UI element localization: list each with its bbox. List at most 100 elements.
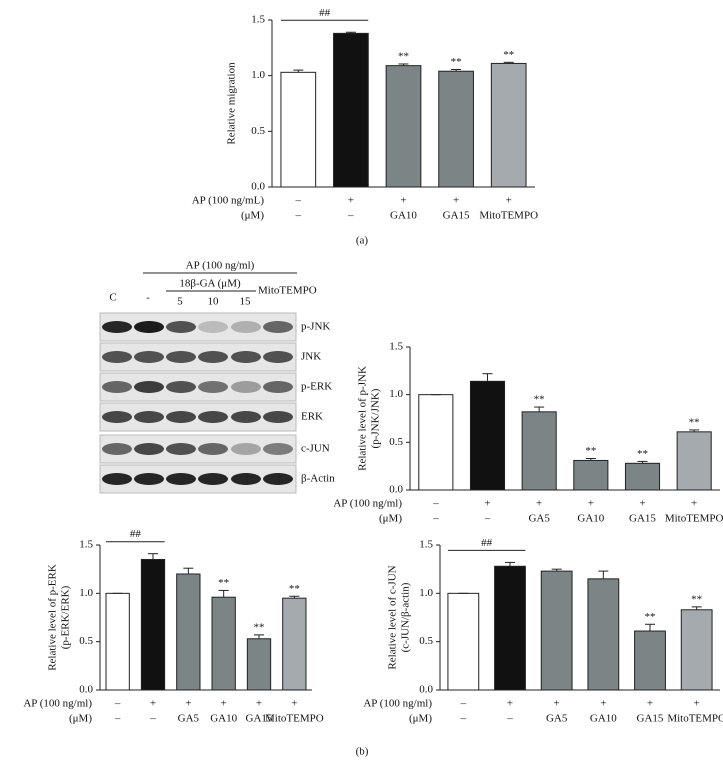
row-label: AP (100 ng/mL): [192, 195, 265, 207]
row-label: (μM): [69, 713, 92, 725]
lane-label: C: [109, 292, 116, 304]
y-tick-label: 0.0: [389, 484, 403, 496]
blot-band: [231, 351, 261, 363]
blot-band: [263, 473, 293, 485]
row-cell: +: [256, 698, 262, 710]
bar: [140, 559, 166, 691]
row-label: AP (100 ng/ml): [363, 698, 432, 710]
row-cell: MitoTEMPO: [667, 713, 723, 725]
blot-band: [134, 411, 164, 423]
significance-label: **: [691, 593, 702, 605]
bar: [680, 609, 713, 691]
blot-band: [231, 321, 261, 333]
blot-band: [198, 351, 228, 363]
row-cell: –: [484, 513, 491, 525]
y-axis-title: Relative migration: [226, 62, 238, 145]
row-label: (μM): [241, 210, 264, 222]
row-cell: +: [507, 698, 513, 710]
row-cell: +: [506, 195, 512, 207]
blot-band: [102, 351, 132, 363]
row-cell: GA10: [577, 513, 604, 525]
lane-label: 5: [177, 296, 183, 308]
y-tick-label: 0.5: [389, 436, 403, 448]
bar: [176, 573, 201, 691]
significance-label: **: [254, 621, 265, 633]
blot-band: [102, 321, 132, 333]
row-cell: +: [185, 698, 191, 710]
blot-band: [198, 321, 228, 333]
bar: [211, 596, 236, 691]
row-cell: –: [114, 713, 121, 725]
significance-label: **: [645, 611, 656, 623]
row-cell: –: [460, 713, 467, 725]
blot-band: [134, 321, 164, 333]
y-tick-label: 1.0: [251, 69, 265, 81]
blot-row-label: p-ERK: [301, 381, 332, 393]
y-tick-label: 0.5: [419, 635, 433, 647]
blot-band: [134, 351, 164, 363]
row-cell: GA10: [210, 713, 237, 725]
bar: [105, 592, 130, 691]
row-cell: +: [639, 498, 645, 510]
blot-band: [166, 351, 196, 363]
blot-band: [198, 443, 228, 455]
blot-row-label: ERK: [301, 411, 323, 423]
bar: [521, 411, 557, 491]
bar: [540, 570, 573, 691]
significance-label: ##: [130, 528, 142, 540]
bar: [573, 459, 609, 491]
row-cell: +: [291, 698, 297, 710]
row-cell: GA15: [629, 513, 656, 525]
blot-band: [263, 321, 293, 333]
panel-label: (a): [356, 235, 369, 247]
bar: [282, 597, 307, 691]
significance-label: ##: [481, 537, 493, 549]
row-cell: +: [348, 195, 354, 207]
bar: [447, 592, 480, 691]
significance-label: **: [289, 583, 300, 595]
blot-drug: 18β-GA (μM): [179, 278, 241, 290]
blot-band: [166, 443, 196, 455]
row-label: (μM): [379, 513, 402, 525]
bar: [469, 380, 506, 491]
y-tick-label: 1.0: [419, 587, 433, 599]
blot-band: [102, 443, 132, 455]
blot-row-label: p-JNK: [301, 321, 330, 333]
row-cell: –: [460, 698, 467, 710]
blot-band: [166, 411, 196, 423]
blot-band: [198, 381, 228, 393]
y-tick-label: 0.0: [79, 684, 93, 696]
row-cell: –: [295, 195, 302, 207]
row-cell: +: [647, 698, 653, 710]
blot-band: [231, 443, 261, 455]
row-cell: GA5: [178, 713, 200, 725]
row-cell: +: [150, 698, 156, 710]
y-tick-label: 0.0: [419, 684, 433, 696]
row-cell: –: [149, 713, 156, 725]
row-cell: GA15: [637, 713, 664, 725]
significance-label: **: [689, 416, 700, 428]
blot-row-label: c-JUN: [301, 443, 330, 455]
bar: [587, 578, 620, 691]
blot-band: [166, 321, 196, 333]
row-cell: GA10: [390, 210, 417, 222]
bar: [490, 62, 527, 188]
significance-label: **: [218, 577, 229, 589]
row-cell: –: [295, 210, 302, 222]
blot-band: [198, 473, 228, 485]
row-cell: –: [114, 698, 121, 710]
bar: [438, 70, 474, 188]
row-cell: +: [588, 498, 594, 510]
row-cell: +: [221, 698, 227, 710]
lane-label: 10: [208, 296, 220, 308]
blot-row-label: JNK: [301, 351, 321, 363]
row-cell: GA15: [443, 210, 470, 222]
blot-band: [134, 443, 164, 455]
y-axis-title: Relative level of p-JNK: [357, 366, 369, 471]
row-cell: MitoTEMPO: [665, 513, 723, 525]
bar: [624, 462, 661, 491]
bar: [634, 630, 666, 691]
row-cell: +: [400, 195, 406, 207]
bar: [676, 431, 712, 491]
